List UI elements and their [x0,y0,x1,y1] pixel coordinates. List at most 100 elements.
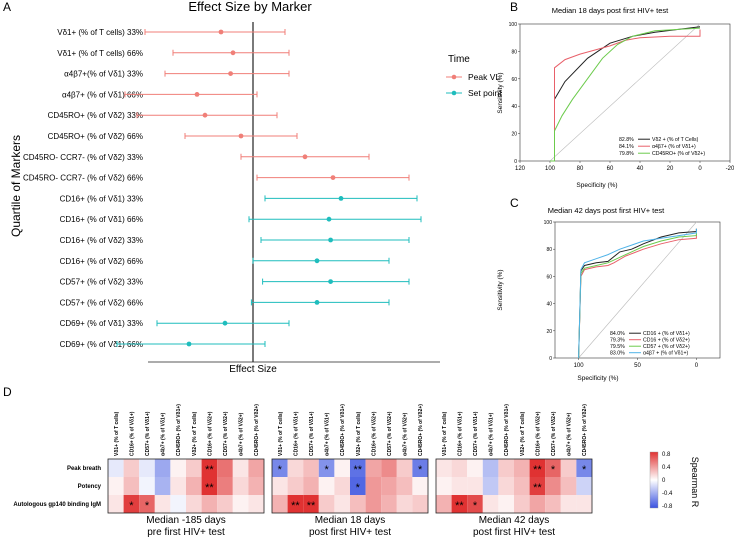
colorbar-tick-label: -0.8 [662,504,673,510]
legend-dot-peak-vl [451,74,457,80]
roc-legend-pct: 82.8% [619,137,634,143]
effect-point [314,258,320,264]
significance-star: * [278,464,283,476]
heatmap-cell [287,477,304,495]
heatmap-cell [201,477,218,495]
heatmap-caption-line1: Median 18 days [315,515,386,526]
heatmap-cell [396,477,413,495]
heatmap-cell [217,495,233,513]
roc-legend-pct: 79.8% [619,151,634,157]
panel-c: C Median 42 days post first HIV+ test Se… [497,196,721,382]
panel-c-letter: C [510,196,519,210]
heatmap-column-label: Vδ2+ (% of T cells) [520,411,526,456]
category-label: CD16+ (% of Vδ1) 66% [60,215,143,224]
effect-point [228,71,234,76]
legend-label-peak-vl: Peak VL [468,72,500,82]
heatmap-cell [186,459,202,477]
heatmap-cell [303,459,319,477]
heatmap-cell [108,459,124,477]
x-tick-label: 100 [545,166,556,172]
heatmap-column-label: CD16+ (% of Vδ2+) [207,411,213,456]
x-tick-label: 40 [637,166,644,172]
heatmap-caption-line2: pre first HIV+ test [147,527,225,538]
category-label: CD45RO- CCR7- (% of Vδ2) 66% [23,174,143,183]
heatmap-cell [186,495,202,513]
effect-point [328,279,333,284]
heatmap-caption-line1: Median -185 days [146,515,226,526]
x-tick-label: 50 [634,363,641,369]
heatmap-cell [248,477,264,495]
heatmap-border [435,458,593,514]
heatmap-cell [412,477,428,495]
x-tick-label: 60 [607,166,614,172]
heatmap-cell [560,477,577,495]
heatmap-cell [108,477,124,495]
significance-star: * [473,500,478,512]
heatmap-row-label: Potency [78,484,102,490]
heatmap-column-label: CD45RO+ (% of Vδ2+) [254,404,260,456]
roc-legend-pct: 84.1% [619,144,634,150]
panel-a: A Effect Size by Marker Quartile of Mark… [3,0,502,375]
heatmap-cell [451,459,468,477]
category-label: CD57+ (% of Vδ2) 66% [60,298,143,307]
heatmap-cell [303,477,319,495]
effect-point [330,175,336,181]
x-tick-label: 0 [698,166,702,172]
heatmap-cell [334,459,350,477]
heatmap-cell [467,495,483,513]
roc-legend-label: α4β7+ (% of Vδ1+) [652,144,696,150]
effect-point [222,320,228,326]
heatmap-cell [287,495,304,513]
x-tick-label: 120 [515,166,526,172]
effect-point [328,237,333,243]
roc-curve [578,234,697,359]
colorbar-gradient [649,451,659,509]
heatmap-cell [412,459,428,477]
heatmap-cell [123,477,140,495]
heatmap-column-label: α4b7+ (% of Vδ1+) [161,412,167,456]
diagonal-reference [578,221,697,359]
y-tick-label: 40 [546,302,552,308]
heatmap-cell [482,477,499,495]
significance-star: * [324,464,329,476]
heatmap-cell [318,459,335,477]
significance-star: * [418,464,423,476]
heatmap-column-label: CD45RO+ (% of Vδ1+) [176,404,182,456]
heatmap-cell [170,495,186,513]
significance-star: * [356,482,361,494]
heatmap-caption-line2: post first HIV+ test [473,527,555,538]
x-tick-label: 20 [667,166,674,172]
category-label: CD69+ (% of Vδ1) 66% [60,340,143,349]
panel-b: B Median 18 days post first HIV+ test Se… [497,0,734,189]
panel-d-letter: D [3,385,12,399]
roc-legend-label: CD45RO+ (% of Vδ2+) [652,151,705,157]
panel-c-title: Median 42 days post first HIV+ test [548,206,665,215]
heatmap-cell [560,495,577,513]
significance-star: ** [455,500,464,512]
panel-c-plot: 100 50 0 0 20 40 60 80 100 84.0% CD16 + (% of Vδ1+… [544,220,721,369]
effect-point [314,300,320,305]
heatmap-cell [154,459,171,477]
heatmap-column-label: CD16+ (% of Vδ1+) [293,411,299,456]
heatmap-cell [396,459,413,477]
heatmap-cell [350,477,366,495]
heatmap-column-label: CD16+ (% of Vδ1+) [457,411,463,456]
roc-curve [578,228,697,359]
y-tick-label: 0 [514,159,517,165]
roc-curve [550,29,701,162]
x-tick-label: 100 [574,363,585,369]
heatmap-cell [272,495,288,513]
category-label: Vδ1+ (% of T cells) 66% [57,49,143,58]
heatmap-cell [576,495,592,513]
heatmap-cell [467,477,483,495]
roc-curve [550,27,701,162]
roc-legend-label: Vδ2 + (% of T Cells) [652,137,699,143]
category-label: α4β7+(% of Vδ1) 33% [64,70,143,79]
heatmap-cell [123,495,140,513]
heatmap-column-label: CD57+ (% of Vδ1+) [309,411,315,456]
roc-legend-label: CD16 + (% of Vδ1+) [643,331,690,337]
heatmap-cell [318,477,335,495]
heatmap-cell [498,477,514,495]
heatmap-column-label: Vδ1+ (% of T cells) [442,411,448,456]
heatmap-cell [545,495,561,513]
